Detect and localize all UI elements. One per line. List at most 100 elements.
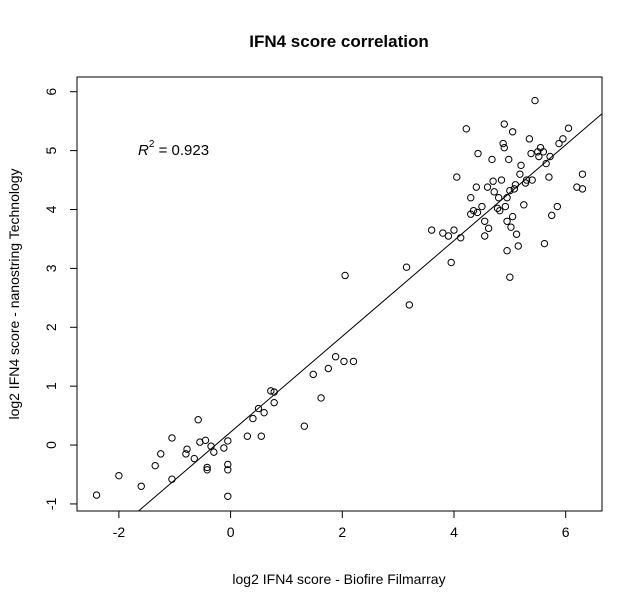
data-point <box>481 217 489 225</box>
data-point <box>267 387 275 395</box>
data-point <box>405 301 414 309</box>
r-squared-value: = 0.923 <box>154 142 209 159</box>
chart-title: IFN4 score correlation <box>249 32 429 51</box>
x-tick-label: -2 <box>113 524 126 540</box>
data-point <box>257 432 266 440</box>
data-point <box>489 177 497 185</box>
data-points <box>92 96 587 500</box>
data-point <box>462 125 470 133</box>
data-point <box>472 183 481 191</box>
data-point <box>505 155 513 164</box>
data-point <box>545 173 553 181</box>
data-point <box>474 149 482 158</box>
data-point <box>300 422 309 430</box>
x-axis: -2 0 2 4 6 <box>113 511 570 540</box>
data-point <box>349 357 358 366</box>
data-point <box>331 353 340 361</box>
data-point <box>447 258 455 267</box>
data-point <box>254 404 263 413</box>
data-point <box>427 226 436 234</box>
data-point <box>469 206 478 215</box>
y-tick-label: 3 <box>43 264 59 272</box>
data-point <box>444 232 453 240</box>
y-tick-label: 5 <box>43 147 59 155</box>
data-point <box>535 152 543 161</box>
y-tick-label: -1 <box>43 497 59 510</box>
data-point <box>210 448 218 456</box>
data-point <box>555 139 563 148</box>
y-tick-label: 6 <box>43 88 59 96</box>
data-point <box>510 185 519 193</box>
data-point <box>503 194 511 202</box>
data-point <box>224 437 232 445</box>
data-point <box>115 471 123 480</box>
data-point <box>496 206 504 215</box>
r-squared-exponent: 2 <box>149 139 155 150</box>
data-point <box>542 159 550 168</box>
data-point <box>324 364 333 373</box>
data-point <box>578 170 587 178</box>
data-point <box>527 149 535 158</box>
data-point <box>559 135 567 143</box>
data-point <box>484 224 493 233</box>
data-point <box>546 152 554 161</box>
data-point <box>224 492 232 500</box>
y-tick-label: 1 <box>43 382 59 390</box>
y-axis: -1 0 1 2 3 4 5 6 <box>43 88 77 510</box>
data-point <box>224 466 232 474</box>
data-point <box>501 202 510 211</box>
data-point <box>473 208 482 217</box>
data-point <box>467 194 475 202</box>
data-point <box>488 155 496 164</box>
data-point <box>270 388 278 396</box>
y-axis-title: log2 IFN4 score - nanostring Technology <box>6 168 22 419</box>
data-point <box>500 143 508 152</box>
data-point <box>512 230 521 238</box>
data-point <box>207 442 215 450</box>
data-point <box>168 475 176 483</box>
x-tick-label: 6 <box>562 524 570 540</box>
data-point <box>481 232 489 240</box>
x-tick-label: 4 <box>450 524 458 540</box>
data-point <box>137 482 145 490</box>
data-point <box>506 186 514 195</box>
data-point <box>548 211 556 220</box>
data-point <box>520 201 528 209</box>
data-point <box>194 416 202 424</box>
data-point <box>525 135 534 143</box>
data-point <box>553 202 562 211</box>
data-point <box>340 357 348 366</box>
data-point <box>531 96 539 105</box>
fit-line-group <box>138 113 603 512</box>
r-squared-annotation: R2 = 0.923 <box>138 139 209 159</box>
data-point <box>402 263 411 271</box>
data-point <box>249 414 257 423</box>
data-point <box>220 444 228 452</box>
data-point <box>183 445 191 453</box>
data-point <box>450 226 458 234</box>
data-point <box>540 239 549 248</box>
data-point <box>493 204 502 213</box>
data-point <box>201 436 210 445</box>
data-point <box>503 217 511 225</box>
data-point <box>516 170 524 178</box>
data-point <box>539 148 548 156</box>
data-point <box>564 124 573 132</box>
data-point <box>511 181 520 189</box>
data-point <box>92 491 101 499</box>
data-point <box>309 370 317 379</box>
data-point <box>483 183 492 191</box>
data-point <box>508 212 517 221</box>
data-point <box>514 242 522 250</box>
x-tick-label: 0 <box>227 524 235 540</box>
x-tick-label: 2 <box>338 524 346 540</box>
data-point <box>522 176 531 184</box>
data-point <box>508 128 517 136</box>
data-point <box>503 247 511 255</box>
x-axis-title: log2 IFN4 score - Biofire Filmarray <box>232 571 445 587</box>
data-point <box>203 463 211 472</box>
data-point <box>490 188 498 196</box>
data-point <box>578 185 587 193</box>
data-point <box>317 394 325 402</box>
r-squared-var: R <box>138 142 149 159</box>
